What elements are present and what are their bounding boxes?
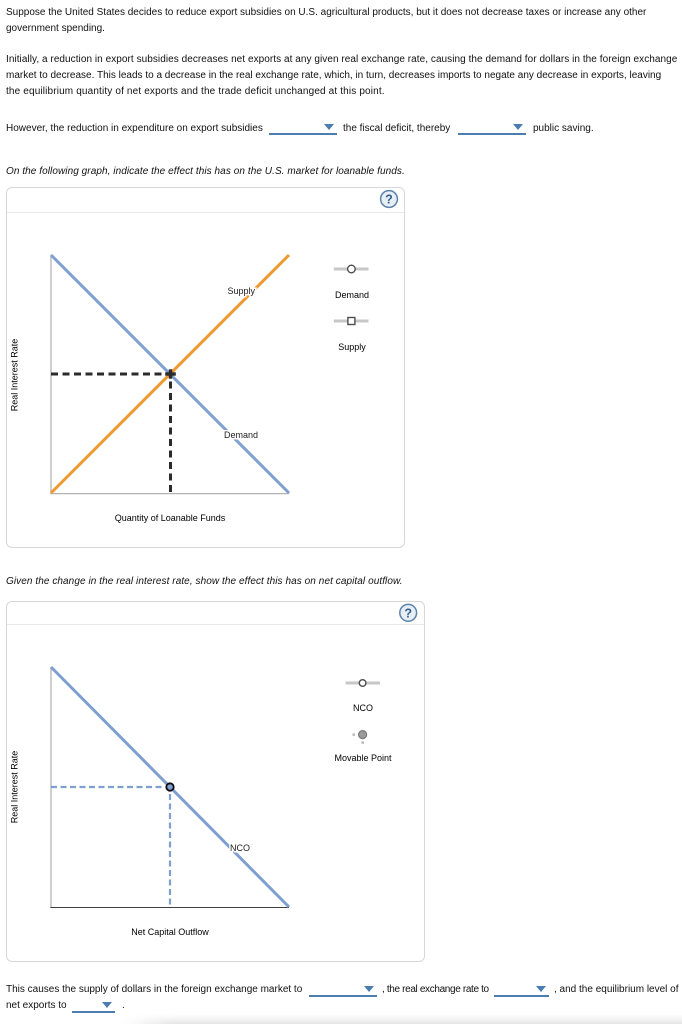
svg-text:Supply: Supply	[227, 286, 255, 296]
svg-text:Demand: Demand	[335, 290, 369, 300]
svg-text:Quantity of Loanable Funds: Quantity of Loanable Funds	[115, 513, 226, 523]
svg-text:Demand: Demand	[224, 430, 258, 440]
svg-text:?: ?	[404, 606, 412, 620]
svg-text:Movable Point: Movable Point	[334, 753, 392, 763]
svg-text:Real Interest Rate: Real Interest Rate	[10, 751, 20, 824]
svg-text:NCO: NCO	[230, 843, 250, 853]
svg-text:NCO: NCO	[353, 703, 373, 713]
svg-text:Supply: Supply	[338, 342, 366, 352]
svg-text:Net Capital Outflow: Net Capital Outflow	[131, 927, 209, 937]
svg-text:?: ?	[385, 193, 393, 207]
svg-text:Real Interest Rate: Real Interest Rate	[10, 339, 20, 412]
